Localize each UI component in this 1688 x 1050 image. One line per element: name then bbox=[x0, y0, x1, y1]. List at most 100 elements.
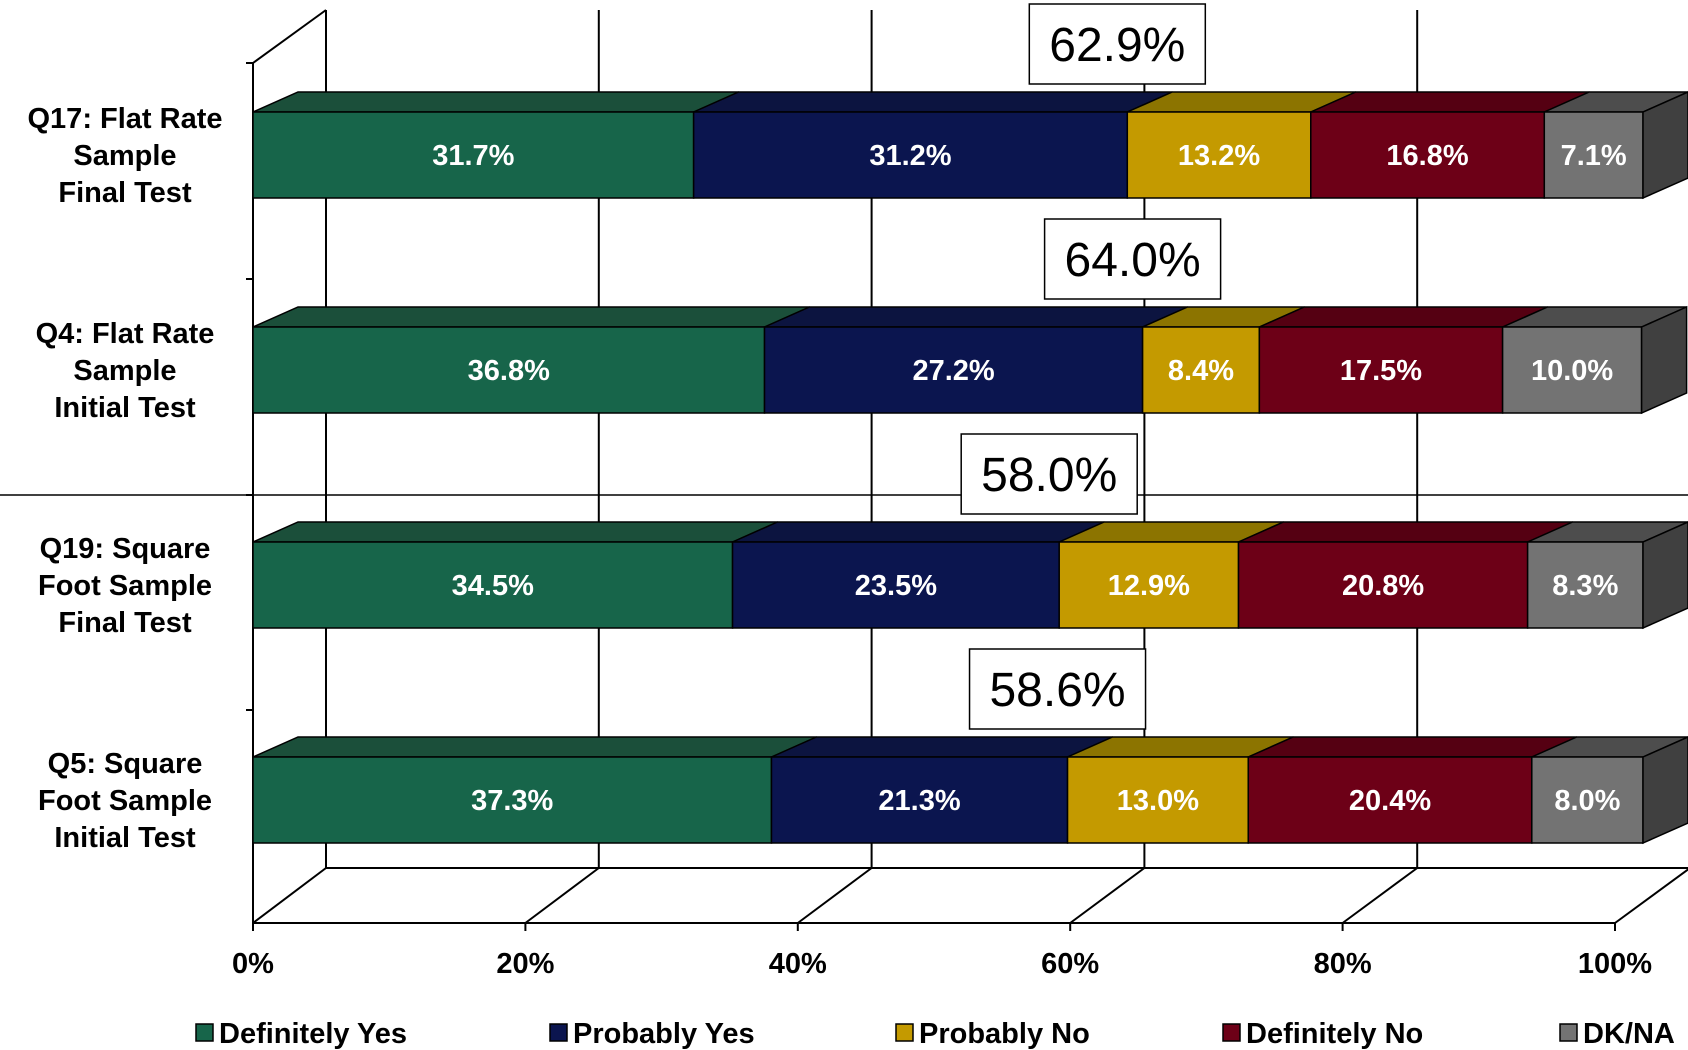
bars: 31.7% 31.2% 13.2% 16.8% 7.1% 36.8% 27.2% 8.4% 17… bbox=[252, 91, 1688, 845]
x-tick-label-0: 0% bbox=[232, 948, 274, 980]
data-label-3-1: 21.3% bbox=[878, 785, 960, 817]
bar-segment-3-0 bbox=[252, 756, 773, 844]
category-label-2: Q19: Square Foot Sample Final Test bbox=[38, 533, 212, 639]
legend-item-4: DK/NA bbox=[1559, 1018, 1675, 1050]
bar-segment-1-4 bbox=[1501, 326, 1643, 414]
legend-label-0: Definitely Yes bbox=[219, 1018, 407, 1050]
legend-item-3: Definitely No bbox=[1222, 1018, 1423, 1050]
bar-side-0 bbox=[1642, 91, 1688, 200]
category-label-line: Sample bbox=[73, 355, 176, 387]
legend-label-2: Probably No bbox=[919, 1018, 1090, 1050]
bar-segment-0-3 bbox=[1310, 111, 1546, 199]
data-label-2-2: 12.9% bbox=[1108, 570, 1190, 602]
callout-3: 58.6% bbox=[968, 648, 1147, 730]
category-label-line: Sample bbox=[73, 140, 176, 172]
bar-top-3-0 bbox=[252, 736, 817, 758]
floor-line-5 bbox=[1614, 868, 1688, 924]
bar-segment-3-2 bbox=[1066, 756, 1249, 844]
category-label-line: Q5: Square bbox=[48, 748, 203, 780]
bar-segment-0-1 bbox=[692, 111, 1129, 199]
data-label-3-3: 20.4% bbox=[1349, 785, 1431, 817]
callout-label-3: 58.6% bbox=[989, 664, 1125, 717]
category-label-line: Initial Test bbox=[54, 822, 196, 854]
category-label-line: Q19: Square bbox=[40, 533, 211, 565]
callout-box-3 bbox=[968, 648, 1147, 730]
callout-label-2: 58.0% bbox=[981, 449, 1117, 502]
bar-group-3: 37.3% 21.3% 13.0% 20.4% 8.0% bbox=[252, 736, 1688, 845]
legend-swatch-2 bbox=[895, 1023, 914, 1042]
data-label-1-3: 17.5% bbox=[1340, 355, 1422, 387]
bar-top-2-0 bbox=[252, 521, 778, 543]
bar-segment-3-1 bbox=[770, 756, 1069, 844]
bar-segment-1-0 bbox=[252, 326, 766, 414]
bar-top-1-3 bbox=[1259, 306, 1548, 328]
bar-segment-2-1 bbox=[731, 541, 1060, 629]
floor-line-0 bbox=[252, 867, 327, 924]
data-label-0-0: 31.7% bbox=[432, 140, 514, 172]
bar-segment-0-2 bbox=[1126, 111, 1312, 199]
category-label-line: Final Test bbox=[58, 607, 192, 639]
category-label-line: Final Test bbox=[58, 177, 192, 209]
bar-group-1: 36.8% 27.2% 8.4% 17.5% 10.0% bbox=[252, 305, 1688, 415]
data-label-0-3: 16.8% bbox=[1386, 140, 1468, 172]
callout-1: 64.0% bbox=[1043, 218, 1222, 300]
bar-segment-2-0 bbox=[252, 541, 734, 629]
legend-label-1: Probably Yes bbox=[573, 1018, 755, 1050]
bar-side-1 bbox=[1640, 305, 1688, 415]
x-axis-ticks: 0% 20% 40% 60% 80% 100% bbox=[232, 948, 1652, 980]
bar-segment-0-0 bbox=[252, 111, 695, 199]
callout-2: 58.0% bbox=[960, 433, 1138, 515]
legend-item-2: Probably No bbox=[895, 1018, 1090, 1050]
floor-line-1 bbox=[524, 867, 600, 924]
wall-top-edge bbox=[252, 9, 327, 64]
x-tick-label-2: 40% bbox=[769, 948, 827, 980]
data-label-2-1: 23.5% bbox=[855, 570, 937, 602]
bar-top-1-1 bbox=[764, 306, 1188, 328]
callout-label-0: 62.9% bbox=[1049, 19, 1185, 72]
legend-swatch-4 bbox=[1559, 1023, 1578, 1042]
category-label-3: Q5: Square Foot Sample Initial Test bbox=[38, 748, 212, 854]
bar-segment-1-3 bbox=[1258, 326, 1504, 414]
data-label-1-0: 36.8% bbox=[468, 355, 550, 387]
bar-segment-2-2 bbox=[1058, 541, 1240, 629]
bar-side-3 bbox=[1642, 736, 1688, 845]
x-tick-label-5: 100% bbox=[1578, 948, 1652, 980]
bar-segment-2-3 bbox=[1237, 541, 1529, 629]
callout-0: 62.9% bbox=[1028, 3, 1207, 85]
data-label-3-4: 8.0% bbox=[1554, 785, 1620, 817]
bar-top-0-1 bbox=[693, 91, 1173, 113]
category-label-line: Q4: Flat Rate bbox=[36, 318, 215, 350]
category-label-line: Q17: Flat Rate bbox=[28, 103, 223, 135]
bar-group-2: 34.5% 23.5% 12.9% 20.8% 8.3% bbox=[252, 521, 1688, 630]
bar-top-1-0 bbox=[252, 306, 810, 328]
data-label-0-1: 31.2% bbox=[869, 140, 951, 172]
data-label-1-1: 27.2% bbox=[912, 355, 994, 387]
floor-line-4 bbox=[1342, 867, 1418, 924]
category-label-line: Foot Sample bbox=[38, 570, 212, 602]
bar-top-0-3 bbox=[1310, 91, 1590, 113]
legend-swatch-3 bbox=[1222, 1023, 1241, 1042]
data-label-2-0: 34.5% bbox=[452, 570, 534, 602]
floor-line-2 bbox=[797, 867, 873, 924]
x-tick-label-4: 80% bbox=[1314, 948, 1372, 980]
category-label-1: Q4: Flat Rate Sample Initial Test bbox=[36, 318, 215, 424]
bar-segment-1-1 bbox=[763, 326, 1144, 414]
legend-item-0: Definitely Yes bbox=[195, 1018, 407, 1050]
floor-line-3 bbox=[1069, 867, 1145, 924]
bar-segment-3-3 bbox=[1247, 756, 1533, 844]
legend-swatch-1 bbox=[549, 1023, 568, 1042]
bar-side-2 bbox=[1642, 521, 1688, 630]
data-label-3-0: 37.3% bbox=[471, 785, 553, 817]
category-label-0: Q17: Flat Rate Sample Final Test bbox=[28, 103, 223, 209]
bar-top-0-0 bbox=[252, 91, 739, 113]
x-tick-label-1: 20% bbox=[496, 948, 554, 980]
category-labels: Q17: Flat Rate Sample Final Test Q4: Flat R… bbox=[28, 103, 223, 854]
legend: Definitely Yes Probably Yes Probably No Def… bbox=[195, 1018, 1675, 1050]
callout-box-2 bbox=[960, 433, 1138, 515]
bar-segment-1-2 bbox=[1141, 326, 1261, 414]
category-label-line: Foot Sample bbox=[38, 785, 212, 817]
callout-box-0 bbox=[1028, 3, 1207, 85]
bar-group-0: 31.7% 31.2% 13.2% 16.8% 7.1% bbox=[252, 91, 1688, 200]
data-label-1-2: 8.4% bbox=[1168, 355, 1234, 387]
